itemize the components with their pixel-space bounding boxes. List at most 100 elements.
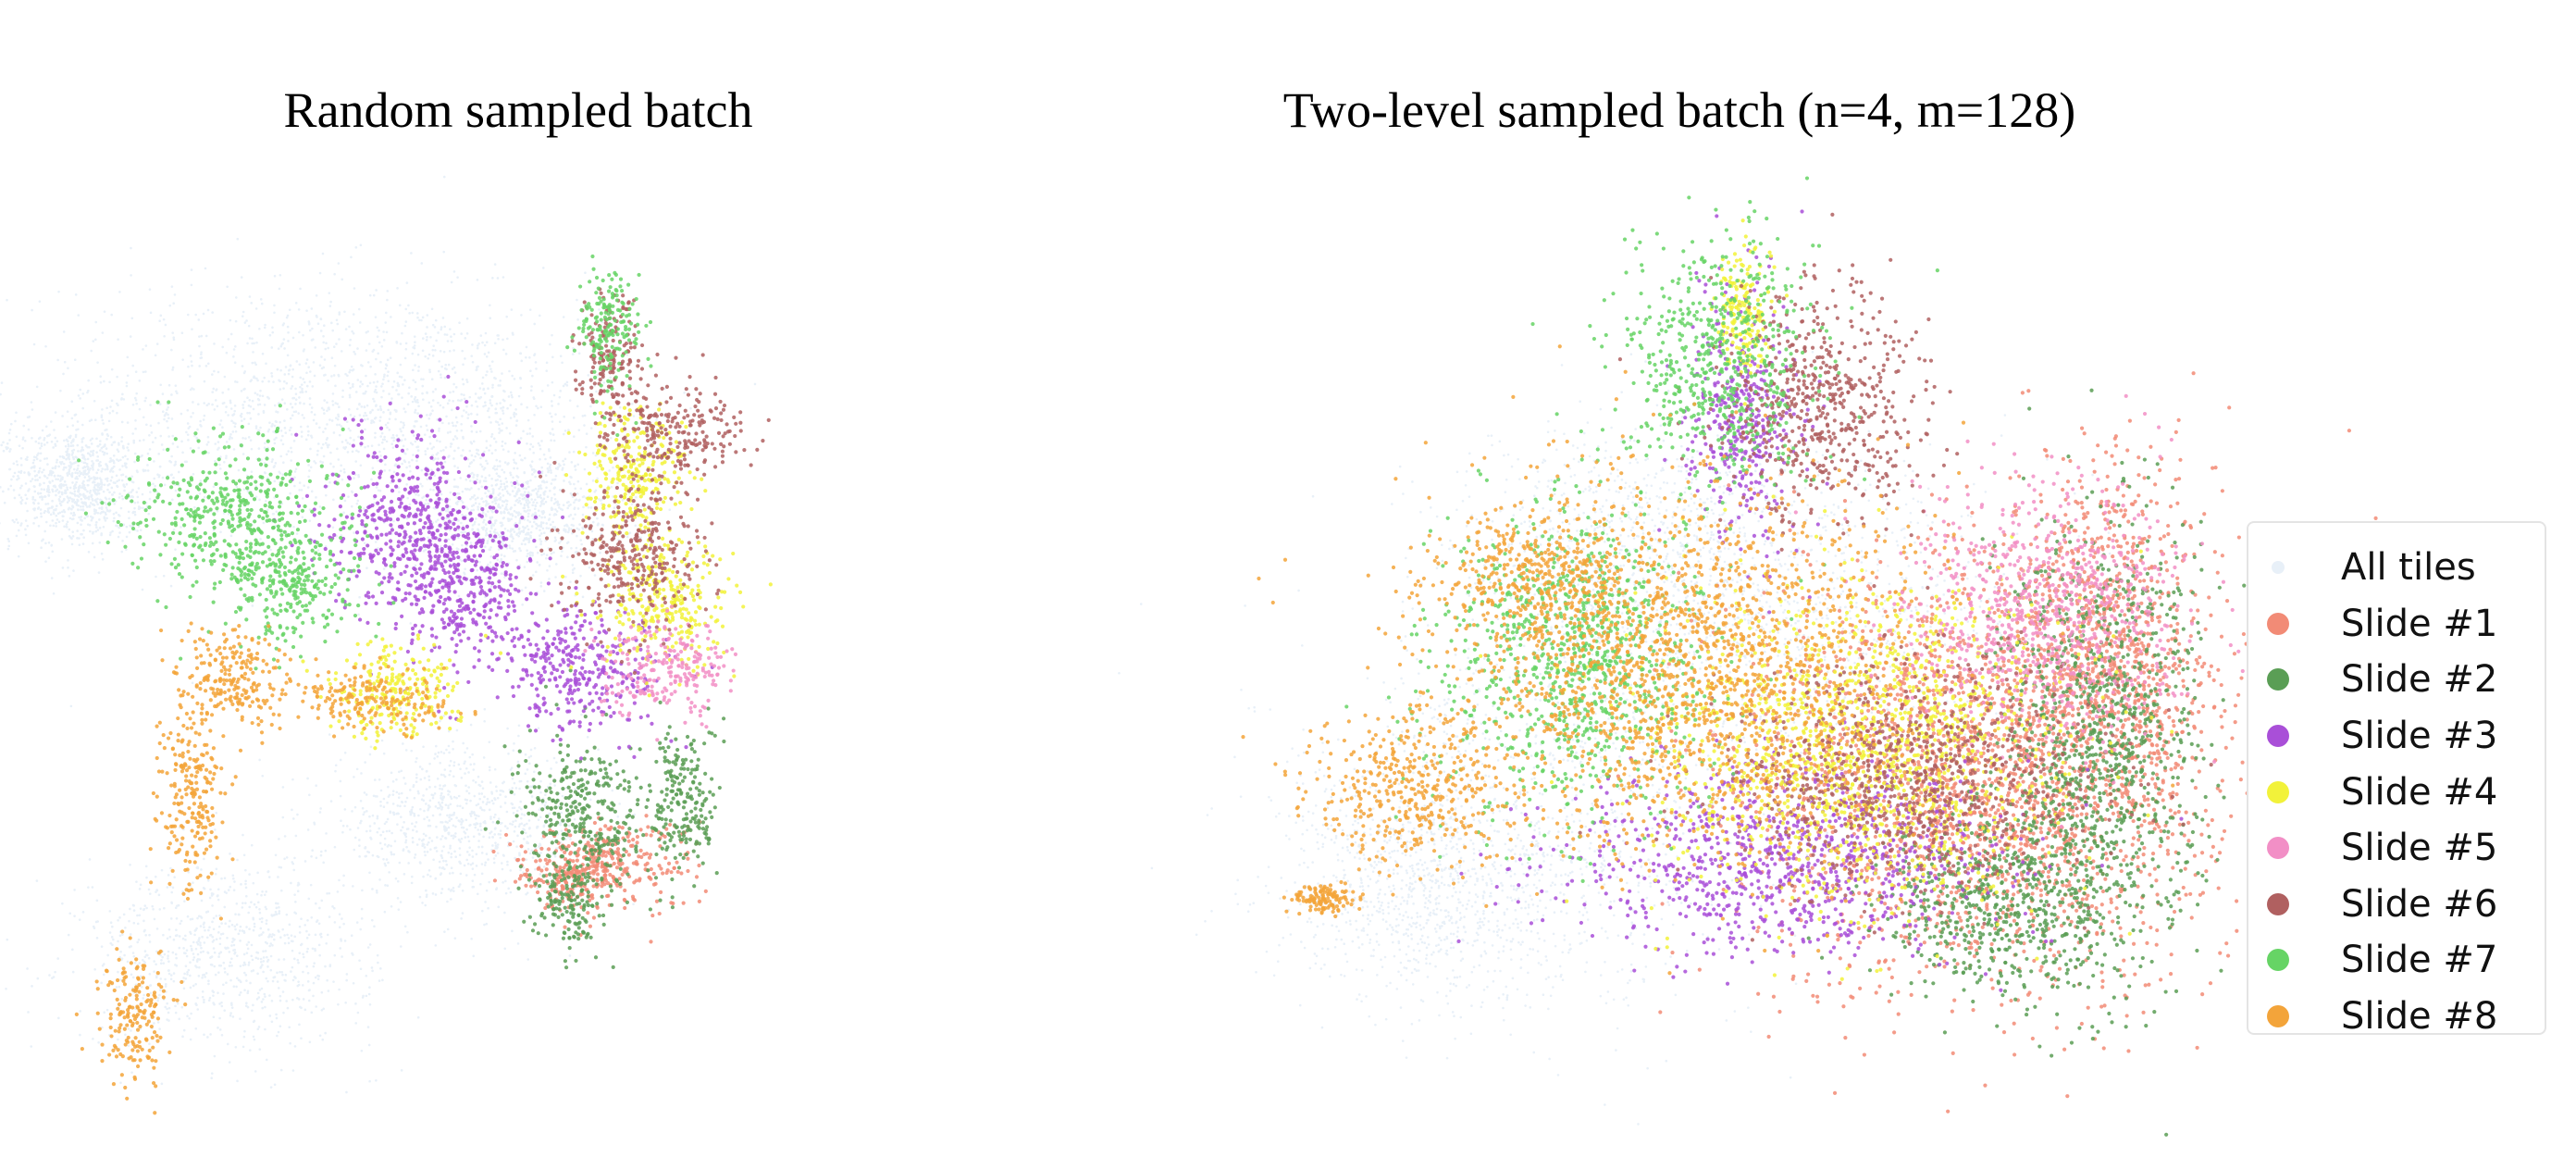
scatter-point — [407, 404, 410, 406]
scatter-point — [110, 921, 113, 924]
scatter-point — [394, 840, 397, 843]
scatter-point — [507, 753, 510, 755]
scatter-point — [130, 274, 132, 277]
scatter-point — [227, 1043, 229, 1046]
scatter-point — [9, 468, 12, 471]
scatter-point — [293, 912, 296, 915]
scatter-point — [181, 1006, 184, 1009]
scatter-point — [530, 466, 533, 468]
scatter-point — [487, 801, 489, 803]
scatter-point — [501, 554, 503, 556]
scatter-point — [273, 934, 276, 937]
scatter-point — [589, 799, 592, 802]
scatter-point — [494, 529, 497, 531]
scatter-point — [601, 524, 604, 527]
scatter-point — [426, 788, 428, 790]
scatter-point — [21, 447, 24, 450]
scatter-point — [375, 289, 378, 292]
scatter-point — [483, 451, 486, 454]
scatter-point — [530, 493, 533, 496]
scatter-point — [538, 442, 540, 445]
scatter-point — [374, 417, 377, 420]
scatter-point — [524, 491, 526, 493]
scatter-point — [563, 385, 565, 388]
scatter-point — [380, 396, 383, 399]
scatter-point — [242, 406, 245, 409]
scatter-point — [492, 821, 495, 824]
scatter-point — [558, 532, 561, 535]
scatter-point — [303, 998, 305, 1001]
scatter-point — [334, 770, 337, 773]
scatter-point — [477, 815, 480, 817]
scatter-point — [562, 460, 564, 463]
scatter-point — [283, 373, 286, 376]
scatter-point — [229, 433, 232, 436]
scatter-point — [384, 911, 387, 914]
scatter-point — [248, 964, 251, 966]
scatter-point — [218, 926, 221, 928]
scatter-point — [440, 326, 443, 329]
scatter-point — [519, 869, 522, 872]
scatter-point — [525, 753, 527, 756]
scatter-point — [375, 1079, 378, 1082]
scatter-point — [415, 420, 418, 423]
scatter-point — [111, 926, 114, 928]
scatter-point — [511, 394, 514, 397]
scatter-point — [43, 482, 45, 485]
scatter-point — [188, 969, 191, 972]
scatter-point — [542, 503, 545, 505]
scatter-point — [584, 468, 587, 471]
scatter-point — [344, 1002, 347, 1004]
scatter-point — [192, 388, 195, 391]
scatter-point — [267, 380, 270, 383]
scatter-point — [212, 991, 215, 994]
scatter-point — [39, 300, 42, 303]
scatter-point — [552, 551, 555, 554]
scatter-point — [547, 495, 550, 498]
scatter-point — [253, 882, 255, 885]
scatter-point — [72, 535, 75, 538]
scatter-point — [467, 771, 470, 774]
scatter-point — [328, 990, 330, 992]
scatter-point — [540, 554, 543, 556]
scatter-point — [116, 485, 118, 488]
scatter-point — [440, 751, 443, 753]
scatter-point — [515, 533, 518, 536]
scatter-point — [207, 403, 210, 405]
scatter-point — [466, 747, 469, 750]
scatter-point — [494, 814, 497, 816]
scatter-point — [283, 857, 286, 860]
scatter-point — [471, 504, 474, 507]
scatter-point — [198, 966, 201, 969]
scatter-point — [165, 983, 167, 986]
scatter-point — [129, 864, 131, 866]
scatter-point — [440, 774, 443, 777]
scatter-point — [448, 774, 451, 777]
scatter-point — [253, 342, 255, 345]
scatter-point — [392, 803, 395, 805]
scatter-point — [387, 884, 390, 887]
scatter-point — [308, 989, 311, 991]
scatter-point — [596, 466, 599, 468]
scatter-point — [123, 954, 126, 957]
scatter-point — [526, 502, 528, 504]
scatter-point — [289, 1042, 291, 1045]
scatter-point — [92, 1038, 94, 1040]
scatter-point — [532, 396, 535, 399]
scatter-point — [153, 970, 155, 973]
scatter-point — [499, 476, 502, 479]
scatter-point — [575, 499, 577, 502]
scatter-point — [463, 409, 465, 412]
scatter-point — [489, 546, 492, 549]
scatter-point — [264, 1006, 266, 1009]
scatter-point — [279, 910, 281, 913]
scatter-point — [191, 268, 193, 271]
scatter-point — [245, 974, 248, 977]
scatter-point — [348, 371, 351, 374]
scatter-point — [439, 784, 441, 787]
scatter-point — [139, 408, 142, 411]
scatter-point — [541, 500, 544, 503]
scatter-point — [229, 319, 232, 322]
scatter-point — [464, 530, 466, 533]
scatter-point — [293, 411, 296, 414]
